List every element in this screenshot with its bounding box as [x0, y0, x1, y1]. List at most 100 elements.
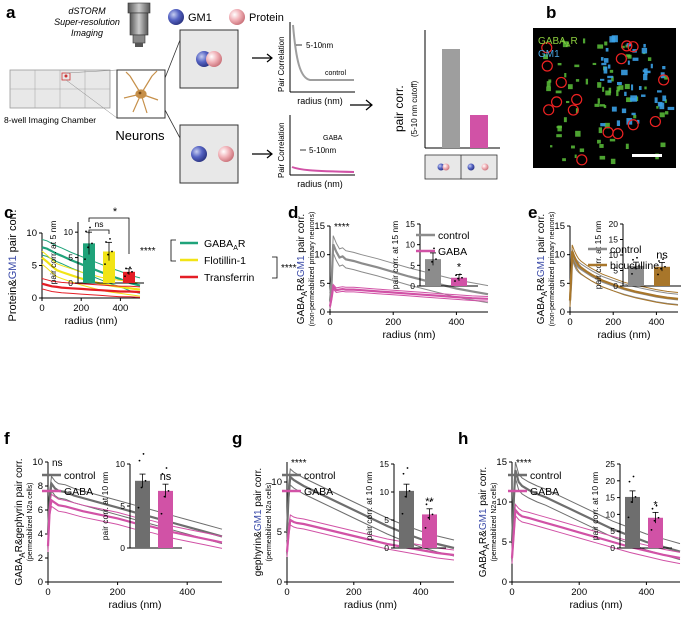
x-axis-label: radius (nm)	[569, 599, 622, 611]
y-tick-label: 0	[38, 577, 43, 588]
dstorm-subtitle: Super-resolution	[54, 17, 120, 27]
y-tick-label: 0	[502, 577, 507, 588]
y-label-part: R&gephyrin pair corr.	[14, 458, 25, 552]
inset-data-dot	[427, 516, 430, 519]
series-line-transferrin	[41, 282, 141, 294]
y-label-part: pair corr.	[253, 468, 264, 510]
colocalization-circle	[571, 93, 583, 106]
inset-data-dot	[401, 512, 404, 515]
summary-bar-chart: pair corr. (5-10 nm cutoff)	[392, 30, 500, 180]
gm1-speckle	[607, 75, 614, 79]
gabaar-speckle	[616, 90, 619, 97]
gm1-speckle	[638, 86, 642, 90]
x-tick-label: 0	[45, 587, 50, 598]
gabaar-speckle	[626, 97, 632, 103]
inset-y-tick-label: 15	[609, 235, 619, 245]
inset-y-label: pair corr. at 15 nm	[593, 221, 603, 290]
mini-xlabel: radius (nm)	[297, 179, 343, 189]
panel-label-b: b	[546, 3, 556, 22]
gm1-speckle	[603, 58, 609, 63]
panel-b: b GABAAR GM1	[533, 3, 676, 168]
inset-data-dot	[457, 277, 459, 280]
gabaar-speckle	[563, 117, 567, 123]
inset-y-tick-label: 0	[610, 543, 615, 553]
x-tick-label: 400	[179, 587, 195, 598]
legend-label: control	[438, 230, 470, 242]
inset-y-tick-label: 0	[384, 543, 389, 553]
y-tick-label: 0	[32, 293, 37, 304]
inset-data-dot	[161, 472, 164, 475]
gabaar-speckle	[664, 75, 668, 80]
y-label-part: R&	[296, 277, 307, 291]
mini-annotation: 5-10nm	[309, 146, 336, 155]
protein-particle-icon	[206, 51, 222, 67]
colocalization-circle	[555, 76, 567, 89]
gabaar-speckle	[550, 145, 553, 148]
inset-data-dot	[428, 268, 430, 271]
x-tick-label: 200	[571, 587, 587, 598]
inset-bar	[654, 266, 670, 286]
neuron-icon	[123, 70, 159, 114]
y-tick-label: 15	[314, 221, 325, 232]
inset-bar	[625, 496, 640, 548]
x-axis-label: radius (nm)	[108, 599, 161, 611]
inset-data-dot	[165, 467, 168, 469]
inset-bar	[399, 490, 414, 548]
x-tick-label: 400	[112, 303, 128, 314]
inset-bar	[628, 265, 644, 286]
gabaar-speckle	[647, 57, 652, 61]
inset-y-label: pair corr. at 10 nm	[364, 472, 374, 541]
inset-data-dot	[87, 246, 89, 249]
gm1-speckle	[607, 64, 611, 69]
inset-data-dot	[160, 512, 163, 515]
gm1-speckle	[654, 97, 658, 104]
inset-bar	[103, 251, 115, 283]
inset-data-dot	[455, 274, 457, 277]
gabaar-speckle	[656, 106, 659, 109]
inset-data-dot	[461, 276, 463, 279]
mini-curve-control: 5-10nm control Pair Correlation radius (…	[277, 22, 355, 106]
inset-y-tick-label: 10	[116, 459, 126, 469]
y-axis-label: gephyrin&GM1 pair corr.	[253, 468, 264, 576]
legend-label: control	[530, 470, 562, 482]
y-label-subscript: A	[482, 543, 491, 549]
colocalization-circle	[612, 128, 624, 140]
inset-data-dot	[431, 260, 433, 263]
legend-label-subscript: A	[233, 245, 238, 252]
inset-bar	[158, 490, 173, 548]
gm1-speckle	[627, 60, 630, 65]
inset-data-dot	[163, 495, 166, 498]
inset-data-dot	[167, 489, 170, 492]
inset-significance: *	[457, 261, 462, 273]
gabaar-speckle	[567, 84, 573, 90]
gabaar-speckle	[602, 86, 605, 92]
inset-data-dot	[634, 496, 637, 498]
gabaar-speckle	[555, 90, 562, 94]
inset-data-dot	[105, 241, 107, 243]
gm1-speckle	[616, 120, 621, 126]
series-line-gabaar	[41, 246, 141, 287]
gabaar-speckle	[585, 78, 589, 85]
y-label-part: GABA	[478, 549, 489, 577]
gabaar-speckle	[597, 139, 601, 144]
gabaar-speckle	[618, 85, 624, 90]
x-tick-label: 400	[648, 317, 664, 328]
gm1-speckle	[600, 123, 606, 127]
gabaar-speckle	[609, 138, 616, 142]
inset-significance: ns	[160, 471, 172, 483]
microscopy-image	[533, 28, 676, 168]
inset-y-tick-label: 5	[120, 501, 125, 511]
gabaar-speckle	[611, 76, 614, 82]
series-error-lower	[41, 288, 141, 298]
inset-bar	[422, 514, 437, 548]
inset-bar	[83, 243, 95, 283]
series-error-lower	[47, 489, 223, 545]
gabaar-speckle	[605, 90, 611, 96]
gabaar-speckle	[575, 108, 579, 114]
arrow-icon	[252, 53, 373, 159]
neurons-label: Neurons	[115, 128, 165, 143]
inset-bar	[451, 277, 467, 286]
legend-label: bicuculline	[610, 260, 659, 272]
gm1-speckle	[630, 98, 636, 101]
